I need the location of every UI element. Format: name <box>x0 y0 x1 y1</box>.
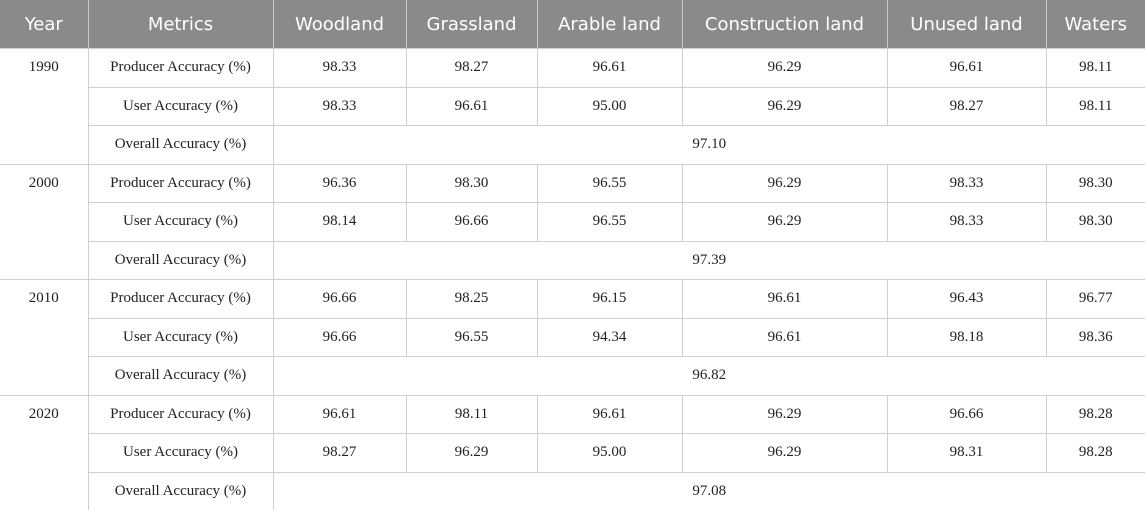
metric-cell: Overall Accuracy (%) <box>87 356 274 396</box>
value-cell: 98.28 <box>1045 394 1145 434</box>
column-header: Metrics <box>87 0 273 49</box>
value-cell: 98.14 <box>272 202 407 242</box>
overall-value-cell: 97.08 <box>272 471 1145 510</box>
column-header: Arable land <box>536 0 682 49</box>
value-cell: 96.29 <box>681 48 888 88</box>
column-header: Unused land <box>886 0 1046 49</box>
metric-cell: User Accuracy (%) <box>87 86 274 126</box>
column-header: Woodland <box>272 0 406 49</box>
value-cell: 94.34 <box>536 317 683 357</box>
table-row: User Accuracy (%) 98.33 96.61 95.00 96.29 98.… <box>0 86 1145 126</box>
value-cell: 95.00 <box>536 433 683 473</box>
value-cell: 96.29 <box>681 163 888 203</box>
value-cell: 96.61 <box>405 86 538 126</box>
value-cell: 98.18 <box>886 317 1047 357</box>
value-cell: 96.55 <box>536 202 683 242</box>
year-cell: 2020 <box>0 394 89 510</box>
value-cell: 96.29 <box>681 86 888 126</box>
table-row: User Accuracy (%) 96.66 96.55 94.34 96.61 98.… <box>0 317 1145 357</box>
value-cell: 96.61 <box>536 48 683 88</box>
table-row: User Accuracy (%) 98.27 96.29 95.00 96.29 98.… <box>0 433 1145 473</box>
value-cell: 96.66 <box>272 279 407 319</box>
value-cell: 96.29 <box>681 433 888 473</box>
metric-cell: User Accuracy (%) <box>87 202 274 242</box>
overall-row: Overall Accuracy (%) 97.10 <box>0 125 1145 165</box>
table-row: User Accuracy (%) 98.14 96.66 96.55 96.29 98.… <box>0 202 1145 242</box>
value-cell: 98.36 <box>1045 317 1145 357</box>
table-row: 1990 Producer Accuracy (%) 98.33 98.27 96.61… <box>0 48 1145 165</box>
value-cell: 96.29 <box>681 394 888 434</box>
value-cell: 98.27 <box>272 433 407 473</box>
value-cell: 98.11 <box>1045 86 1145 126</box>
value-cell: 96.15 <box>536 279 683 319</box>
value-cell: 96.61 <box>536 394 683 434</box>
year-cell: 2010 <box>0 279 89 396</box>
value-cell: 98.33 <box>886 202 1047 242</box>
table-body: 1990 Producer Accuracy (%) 98.33 98.27 96.61… <box>0 48 1145 510</box>
overall-row: Overall Accuracy (%) 97.08 <box>0 471 1145 510</box>
metric-cell: Producer Accuracy (%) <box>87 48 274 88</box>
overall-row: Overall Accuracy (%) 96.82 <box>0 356 1145 396</box>
overall-row: Overall Accuracy (%) 97.39 <box>0 240 1145 280</box>
value-cell: 96.55 <box>405 317 538 357</box>
value-cell: 98.30 <box>1045 163 1145 203</box>
metric-cell: Overall Accuracy (%) <box>87 471 274 510</box>
value-cell: 98.11 <box>1045 48 1145 88</box>
table-row: 2010 Producer Accuracy (%) 96.66 98.25 96.15… <box>0 279 1145 396</box>
value-cell: 98.25 <box>405 279 538 319</box>
metric-cell: Producer Accuracy (%) <box>87 279 274 319</box>
overall-value-cell: 96.82 <box>272 356 1145 396</box>
value-cell: 96.66 <box>272 317 407 357</box>
value-cell: 96.66 <box>886 394 1047 434</box>
column-header: Year <box>0 0 88 49</box>
value-cell: 98.31 <box>886 433 1047 473</box>
value-cell: 98.30 <box>1045 202 1145 242</box>
table-row: 2000 Producer Accuracy (%) 96.36 98.30 96.55… <box>0 163 1145 280</box>
value-cell: 98.11 <box>405 394 538 434</box>
year-cell: 1990 <box>0 48 89 165</box>
value-cell: 98.30 <box>405 163 538 203</box>
value-cell: 96.29 <box>405 433 538 473</box>
value-cell: 98.27 <box>405 48 538 88</box>
overall-value-cell: 97.39 <box>272 240 1145 280</box>
value-cell: 98.28 <box>1045 433 1145 473</box>
header-row: Year Metrics Woodland Grassland Arable land C… <box>0 0 1145 49</box>
metric-cell: Producer Accuracy (%) <box>87 394 274 434</box>
column-header: Construction land <box>681 0 887 49</box>
metric-cell: Producer Accuracy (%) <box>87 163 274 203</box>
value-cell: 96.55 <box>536 163 683 203</box>
metric-cell: Overall Accuracy (%) <box>87 125 274 165</box>
column-header: Grassland <box>405 0 537 49</box>
column-header: Waters <box>1045 0 1145 49</box>
value-cell: 98.33 <box>886 163 1047 203</box>
value-cell: 96.61 <box>681 279 888 319</box>
table-header: Year Metrics Woodland Grassland Arable land C… <box>0 0 1145 49</box>
metric-cell: User Accuracy (%) <box>87 317 274 357</box>
overall-value-cell: 97.10 <box>272 125 1145 165</box>
value-cell: 98.33 <box>272 86 407 126</box>
table-row: 2020 Producer Accuracy (%) 96.61 98.11 96.61… <box>0 394 1145 510</box>
value-cell: 96.36 <box>272 163 407 203</box>
value-cell: 98.27 <box>886 86 1047 126</box>
value-cell: 96.43 <box>886 279 1047 319</box>
value-cell: 96.29 <box>681 202 888 242</box>
metric-cell: Overall Accuracy (%) <box>87 240 274 280</box>
value-cell: 96.77 <box>1045 279 1145 319</box>
value-cell: 98.33 <box>272 48 407 88</box>
value-cell: 95.00 <box>536 86 683 126</box>
value-cell: 96.61 <box>681 317 888 357</box>
value-cell: 96.66 <box>405 202 538 242</box>
metric-cell: User Accuracy (%) <box>87 433 274 473</box>
year-cell: 2000 <box>0 163 89 280</box>
value-cell: 96.61 <box>272 394 407 434</box>
value-cell: 96.61 <box>886 48 1047 88</box>
